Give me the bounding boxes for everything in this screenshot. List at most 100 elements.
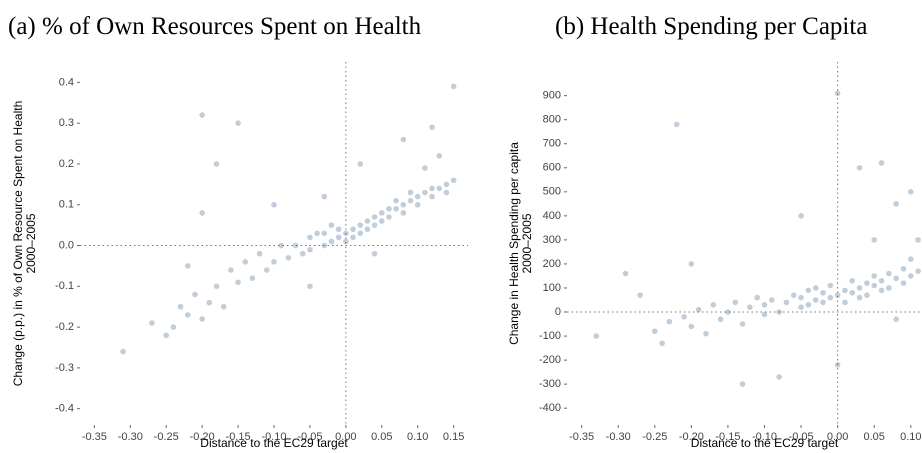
point bbox=[321, 193, 328, 200]
point bbox=[739, 321, 746, 327]
point bbox=[371, 250, 378, 257]
y-tick-label: -400 bbox=[539, 402, 561, 414]
point bbox=[834, 362, 841, 368]
x-tick-label: -0.25 bbox=[154, 431, 179, 443]
panel-title: (b) Health Spending per Capita bbox=[555, 13, 867, 40]
x-tick-label: -0.20 bbox=[190, 431, 215, 443]
point bbox=[893, 201, 899, 207]
point bbox=[213, 283, 220, 290]
point bbox=[805, 287, 812, 294]
y-tick-label: -100 bbox=[539, 330, 561, 342]
point bbox=[856, 294, 863, 301]
point bbox=[285, 254, 292, 261]
point bbox=[249, 275, 256, 281]
point bbox=[206, 299, 213, 306]
point bbox=[278, 242, 284, 249]
point bbox=[422, 189, 428, 196]
point bbox=[871, 237, 878, 243]
point bbox=[593, 333, 600, 339]
point bbox=[871, 282, 878, 289]
y-axis-label: Change (p.p.) in % of Own Resource Spent… bbox=[11, 101, 25, 387]
x-tick-label: -0.30 bbox=[118, 431, 143, 443]
y-tick-label: 0.3 bbox=[59, 117, 74, 129]
point bbox=[292, 242, 299, 249]
point bbox=[177, 303, 184, 310]
point bbox=[256, 250, 263, 257]
x-tick-label: 0.10 bbox=[407, 431, 428, 443]
point bbox=[321, 230, 328, 237]
x-tick-label: -0.05 bbox=[297, 431, 322, 443]
point bbox=[436, 153, 443, 159]
point bbox=[199, 316, 205, 322]
x-tick-label: 0.05 bbox=[864, 431, 885, 443]
point bbox=[651, 328, 658, 335]
point bbox=[893, 275, 899, 282]
point bbox=[907, 273, 914, 279]
point bbox=[812, 297, 819, 303]
x-tick-label: -0.20 bbox=[679, 431, 704, 443]
y-tick-label: -300 bbox=[539, 378, 561, 390]
point bbox=[878, 287, 885, 294]
point bbox=[393, 197, 399, 204]
point bbox=[798, 213, 804, 219]
point bbox=[163, 332, 170, 339]
point bbox=[371, 214, 378, 220]
y-tick-label: -0.2 bbox=[55, 321, 74, 333]
x-tick-label: -0.10 bbox=[752, 431, 777, 443]
point bbox=[213, 161, 220, 167]
y-tick-label: 0.0 bbox=[59, 239, 74, 251]
point bbox=[364, 226, 371, 233]
point bbox=[450, 177, 457, 184]
point bbox=[776, 374, 782, 380]
point bbox=[622, 270, 629, 277]
point bbox=[827, 282, 834, 289]
point bbox=[695, 306, 702, 313]
y-tick-label: 0.4 bbox=[59, 76, 74, 88]
point bbox=[717, 316, 724, 323]
x-tick-label: -0.35 bbox=[569, 431, 594, 443]
point bbox=[228, 267, 234, 273]
point bbox=[732, 299, 739, 306]
x-tick-label: -0.05 bbox=[789, 431, 814, 443]
point bbox=[871, 273, 878, 279]
point bbox=[754, 294, 760, 301]
point bbox=[357, 222, 364, 228]
y-tick-label: 700 bbox=[543, 138, 561, 150]
point bbox=[900, 280, 907, 286]
point bbox=[761, 311, 768, 318]
point bbox=[242, 259, 249, 265]
point bbox=[820, 299, 826, 306]
y-axis-label: 2000–2005 bbox=[24, 213, 38, 273]
point bbox=[393, 206, 399, 212]
point bbox=[429, 185, 435, 192]
point bbox=[747, 304, 753, 311]
point bbox=[314, 230, 320, 237]
x-tick-label: -0.15 bbox=[715, 431, 740, 443]
point bbox=[299, 250, 306, 257]
panel-title: (a) % of Own Resources Spent on Health bbox=[8, 13, 422, 40]
point bbox=[443, 181, 450, 188]
point bbox=[849, 289, 856, 296]
point bbox=[842, 299, 848, 306]
point bbox=[886, 285, 892, 291]
point bbox=[856, 285, 863, 291]
point bbox=[378, 218, 385, 224]
y-tick-label: -0.3 bbox=[55, 362, 74, 374]
point bbox=[907, 189, 914, 195]
point bbox=[637, 292, 643, 298]
point bbox=[407, 197, 414, 204]
point bbox=[864, 292, 870, 298]
y-axis-label: Change in Health Spending per capita bbox=[507, 142, 521, 345]
point bbox=[783, 299, 790, 306]
y-tick-label: 900 bbox=[543, 90, 561, 102]
point bbox=[371, 222, 378, 228]
y-tick-label: 200 bbox=[543, 258, 561, 270]
point bbox=[343, 230, 349, 237]
point bbox=[350, 226, 356, 233]
point bbox=[790, 292, 797, 298]
point bbox=[400, 136, 407, 143]
point bbox=[271, 201, 277, 208]
point bbox=[820, 289, 826, 296]
point bbox=[386, 206, 392, 212]
y-tick-label: 100 bbox=[543, 282, 561, 294]
